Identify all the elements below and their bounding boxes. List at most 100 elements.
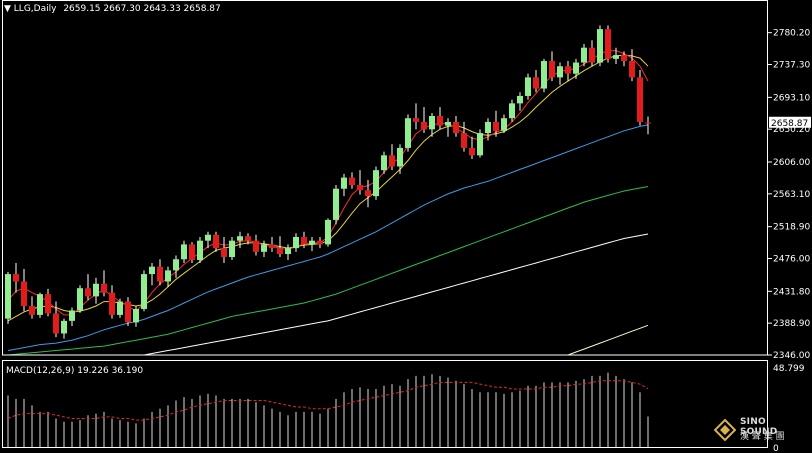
candle (221, 236, 227, 263)
price-axis-label: 2388.90 (773, 319, 810, 329)
bull-candle-body (69, 310, 75, 321)
symbol-period: LLG,Daily (13, 4, 57, 14)
bull-candle-body (93, 283, 99, 297)
candle (285, 244, 291, 260)
bear-candle-body (277, 248, 283, 255)
candle (381, 151, 387, 174)
bear-candle-body (189, 244, 195, 260)
bull-candle-body (149, 266, 155, 275)
collapse-triangle-icon[interactable]: ▼ (4, 4, 11, 14)
candle (45, 288, 51, 317)
bear-candle-body (437, 115, 443, 126)
candle (405, 114, 411, 152)
bull-candle-body (141, 274, 147, 309)
bear-candle-body (629, 61, 635, 78)
candle (613, 47, 619, 65)
candle (29, 296, 35, 319)
candle (197, 236, 203, 263)
bull-candle-body (181, 244, 187, 260)
candle (229, 236, 235, 260)
bull-candle-body (205, 234, 211, 241)
candle (309, 236, 315, 252)
watermark-line1: SINO SOUND (740, 417, 778, 437)
candle (349, 172, 355, 189)
candle (509, 99, 515, 122)
bull-candle-body (485, 121, 491, 134)
bull-candle-body (237, 236, 243, 241)
candle (437, 107, 443, 130)
candle (53, 301, 59, 338)
candle (157, 259, 163, 286)
bull-candle-body (573, 62, 579, 74)
candle (469, 136, 475, 160)
bear-candle-body (549, 61, 555, 78)
candle (501, 114, 507, 134)
watermark: SINO SOUND 漢 聲 集 團 (714, 415, 806, 445)
candle (453, 115, 459, 137)
bear-candle-body (221, 248, 227, 258)
bull-candle-body (445, 121, 451, 126)
bear-candle-body (453, 121, 459, 134)
candle (181, 240, 187, 263)
candle (141, 270, 147, 312)
bear-candle-body (21, 281, 27, 307)
bear-candle-body (637, 77, 643, 122)
candle (525, 73, 531, 100)
candle (37, 292, 43, 318)
bear-candle-body (565, 66, 571, 74)
bear-candle-body (29, 306, 35, 315)
bull-candle-body (285, 248, 291, 255)
macd-axis-label: 48.799 (773, 364, 805, 374)
candle (165, 266, 171, 287)
price-axis-label: 2780.20 (773, 29, 810, 39)
candle (13, 262, 19, 293)
candle (173, 255, 179, 278)
bull-candle-body (397, 147, 403, 167)
candle (205, 231, 211, 249)
candle (77, 285, 83, 313)
candle (533, 69, 539, 93)
candle (493, 110, 499, 137)
bear-candle-body (645, 122, 651, 124)
bear-candle-body (589, 47, 595, 63)
candle (341, 173, 347, 197)
bear-candle-body (413, 118, 419, 122)
candle (461, 121, 467, 152)
price-panel-frame (2, 0, 768, 356)
candle (277, 236, 283, 258)
bull-candle-body (613, 55, 619, 59)
bear-candle-body (317, 240, 323, 245)
price-axis-label: 2737.30 (773, 61, 810, 71)
candle (117, 298, 123, 318)
candle (421, 107, 427, 134)
price-axis-label: 2606.00 (773, 158, 810, 168)
bull-candle-body (165, 270, 171, 282)
candle (621, 51, 627, 67)
candle (541, 58, 547, 93)
candle (389, 144, 395, 171)
diamond-logo-icon (714, 419, 736, 441)
bear-candle-body (349, 177, 355, 186)
bull-candle-body (381, 155, 387, 171)
bull-candle-body (429, 115, 435, 130)
last-price-tag (769, 116, 811, 128)
bull-candle-body (333, 188, 339, 220)
last-price-label: 2658.87 (771, 119, 808, 129)
candle (245, 233, 251, 245)
price-axis-label: 2431.80 (773, 287, 810, 297)
candle (429, 113, 435, 137)
bear-candle-body (269, 244, 275, 249)
bull-candle-body (61, 320, 67, 334)
candle (373, 166, 379, 200)
bull-candle-body (477, 133, 483, 156)
ma-40-line (7, 186, 649, 356)
ma-20-line (7, 124, 649, 351)
candle (413, 103, 419, 130)
bear-candle-body (125, 301, 131, 323)
candle (597, 25, 603, 67)
bull-candle-body (173, 259, 179, 271)
symbol-header: ▼ LLG,Daily 2659.15 2667.30 2643.33 2658… (4, 4, 221, 14)
bear-candle-body (13, 274, 19, 282)
bull-candle-body (509, 103, 515, 119)
candle (293, 233, 299, 252)
